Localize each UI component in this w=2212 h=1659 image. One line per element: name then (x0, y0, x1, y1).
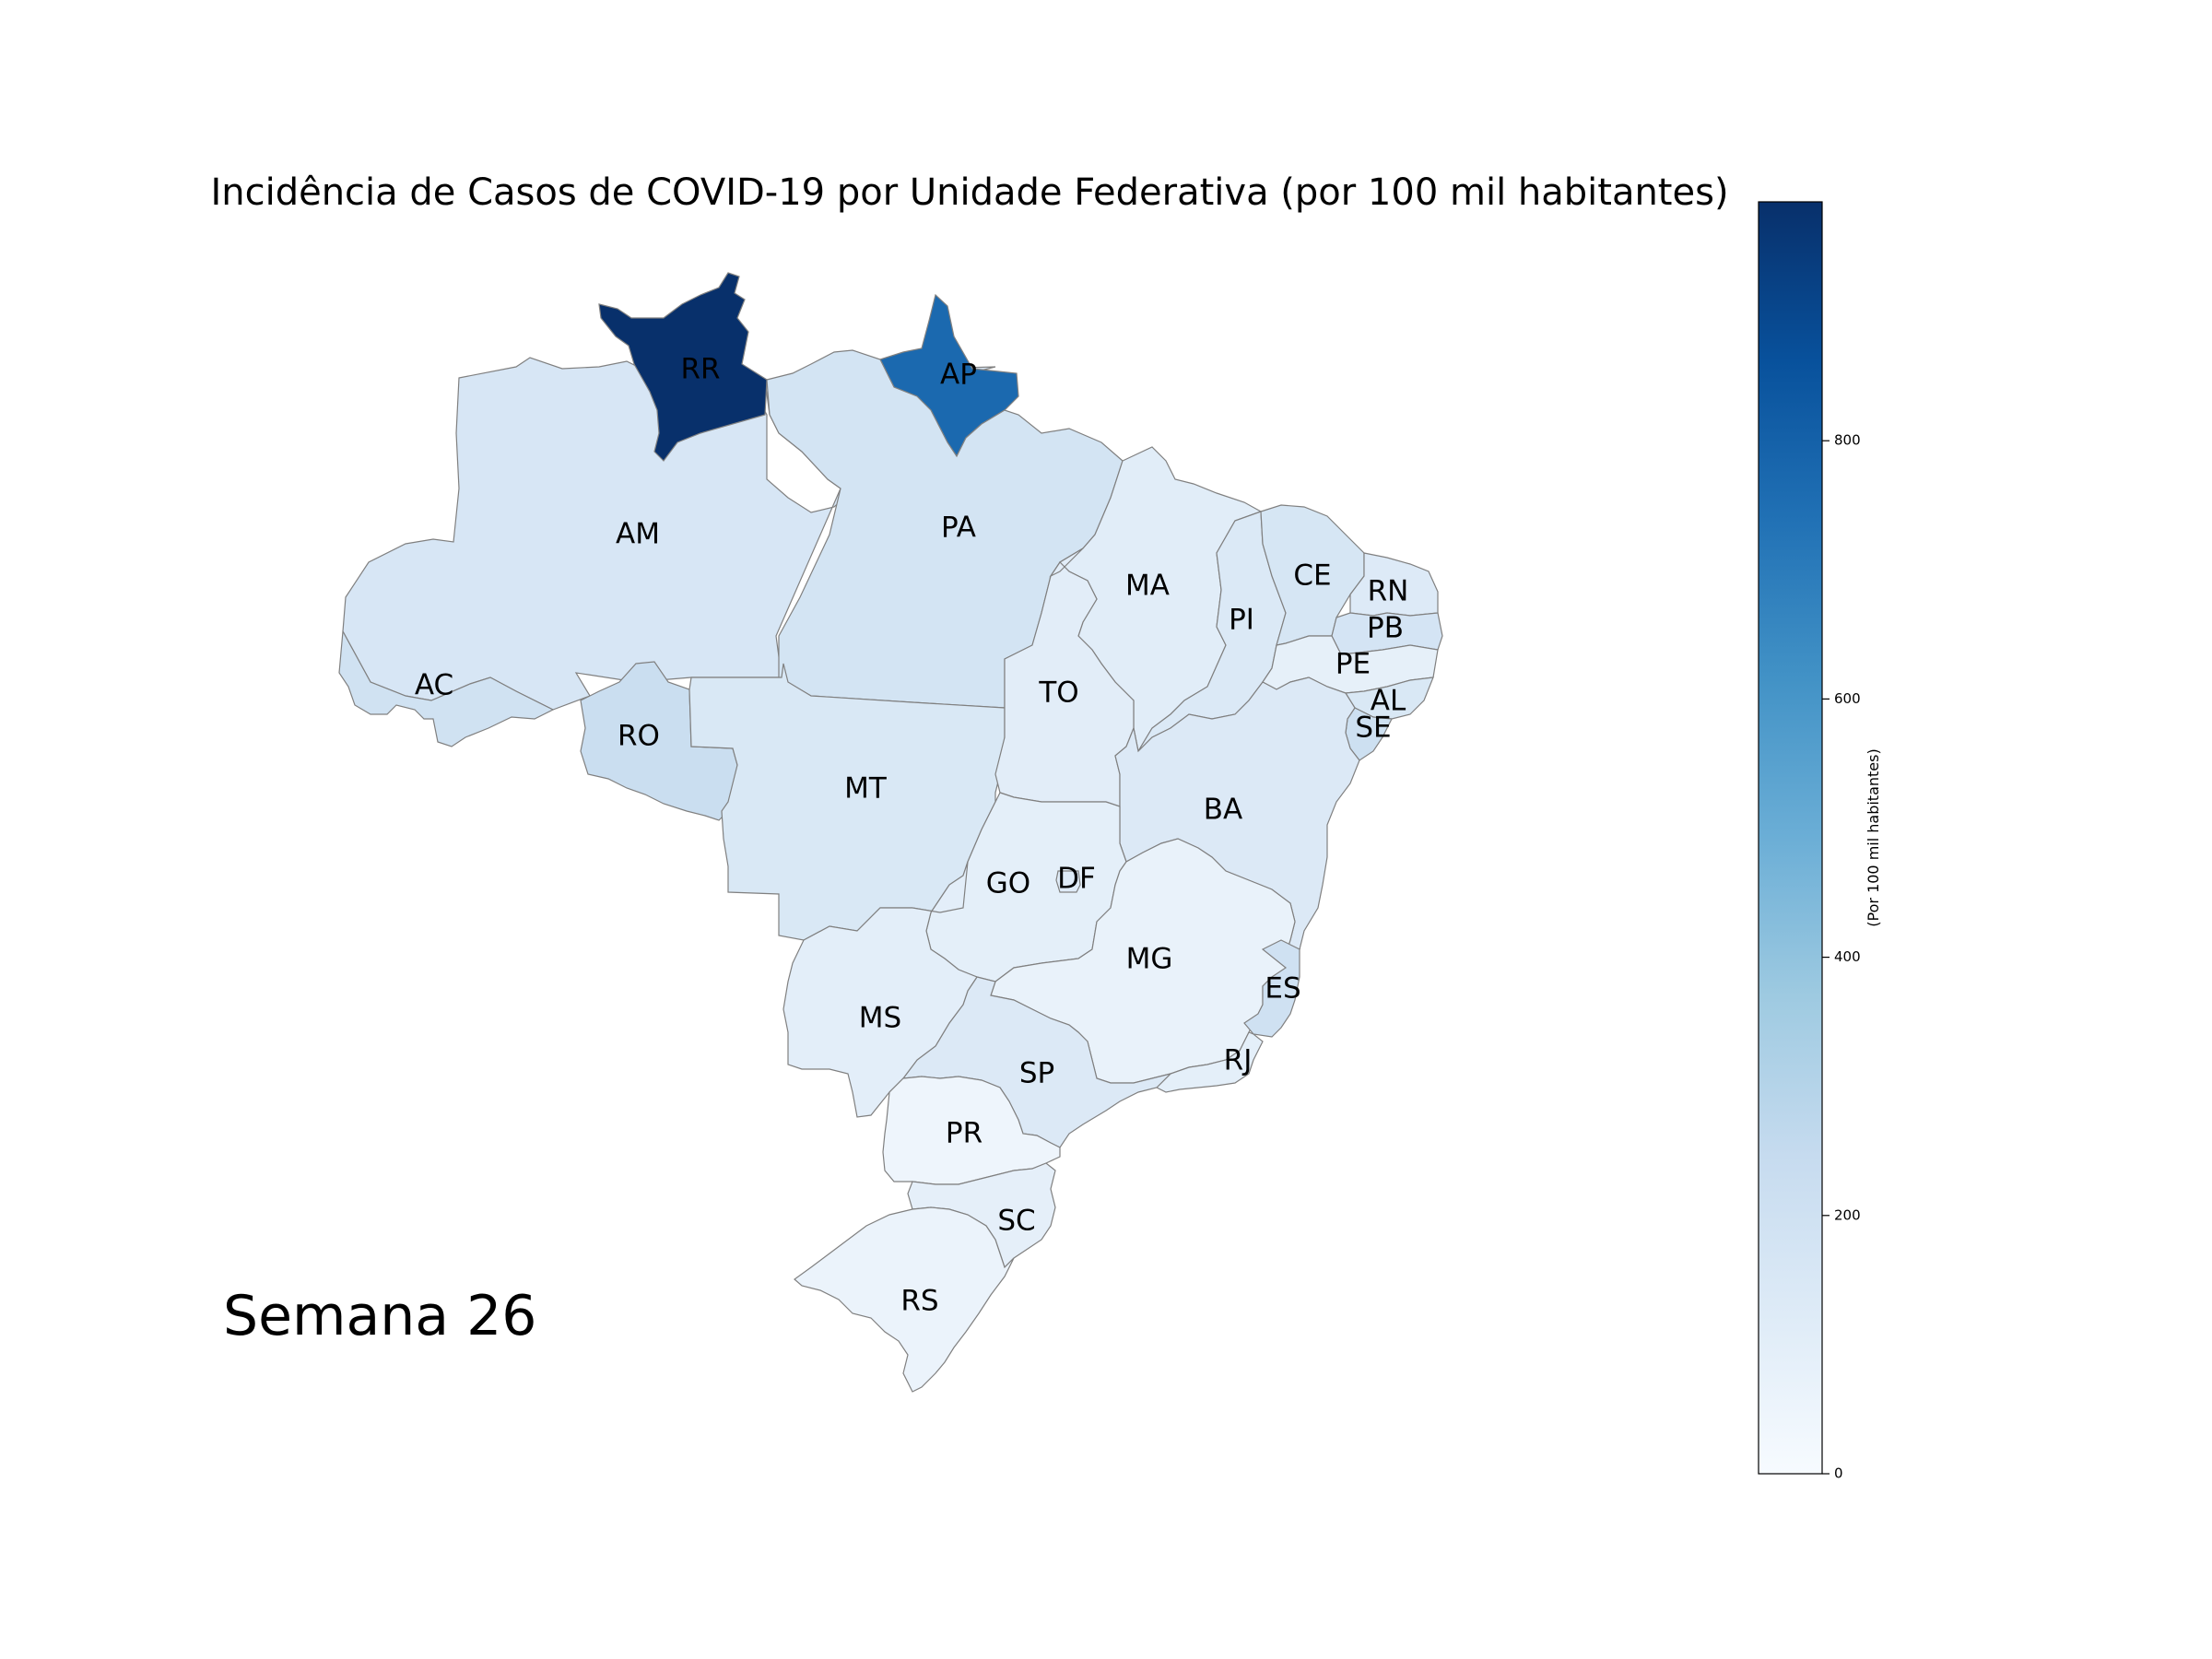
state-RJ[interactable] (1155, 1031, 1264, 1093)
state-label-AM: AM (616, 518, 660, 551)
state-label-PB: PB (1367, 612, 1404, 645)
state-MS[interactable] (782, 861, 978, 1118)
state-label-MT: MT (844, 772, 888, 806)
state-label-ES: ES (1265, 972, 1300, 1006)
colorbar-tick-label: 600 (1834, 690, 1861, 707)
state-AC[interactable] (338, 629, 555, 747)
state-label-RJ: RJ (1224, 1044, 1253, 1077)
state-label-MG: MG (1126, 943, 1173, 976)
state-label-GO: GO (986, 867, 1030, 900)
state-RR[interactable] (598, 272, 768, 462)
state-TO[interactable] (994, 547, 1135, 807)
state-label-MS: MS (859, 1002, 901, 1035)
state-label-RN: RN (1368, 575, 1409, 608)
colorbar-ticks: 0 200 400 600 800 (1822, 432, 1861, 1482)
state-label-PR: PR (946, 1117, 982, 1150)
state-label-PI: PI (1229, 604, 1254, 637)
state-RS[interactable] (794, 1206, 1015, 1393)
week-label: Semana 26 (223, 1284, 536, 1348)
colorbar-tick-label: 800 (1834, 432, 1861, 449)
colorbar-tick-label: 400 (1834, 948, 1861, 965)
state-label-RO: RO (618, 720, 660, 753)
state-label-AP: AP (940, 359, 977, 392)
states-layer (338, 272, 1443, 1393)
state-label-DF: DF (1057, 863, 1096, 896)
state-ES[interactable] (1243, 939, 1300, 1038)
state-label-SC: SC (997, 1205, 1035, 1238)
state-label-SP: SP (1019, 1057, 1054, 1090)
state-label-RS: RS (900, 1285, 938, 1318)
colorbar-tick-label: 200 (1834, 1206, 1861, 1223)
state-label-MA: MA (1125, 570, 1170, 603)
state-label-PE: PE (1335, 648, 1371, 681)
state-label-RR: RR (680, 353, 720, 386)
state-label-AL: AL (1371, 685, 1406, 718)
state-label-BA: BA (1204, 794, 1242, 827)
state-label-PA: PA (941, 512, 976, 545)
state-label-AC: AC (415, 669, 453, 702)
colorbar-gradient (1758, 201, 1823, 1475)
state-label-TO: TO (1038, 677, 1078, 710)
colorbar: 0 200 400 600 800 (Por 100 mil habitantes) (1758, 201, 1882, 1482)
state-label-CE: CE (1293, 559, 1331, 593)
state-label-SE: SE (1355, 712, 1391, 745)
state-DF[interactable] (1055, 870, 1081, 893)
map-title: Incidência de Casos de COVID-19 por Unid… (210, 171, 1728, 214)
colorbar-tick-label: 0 (1834, 1465, 1843, 1482)
colorbar-label: (Por 100 mil habitantes) (1865, 748, 1882, 926)
